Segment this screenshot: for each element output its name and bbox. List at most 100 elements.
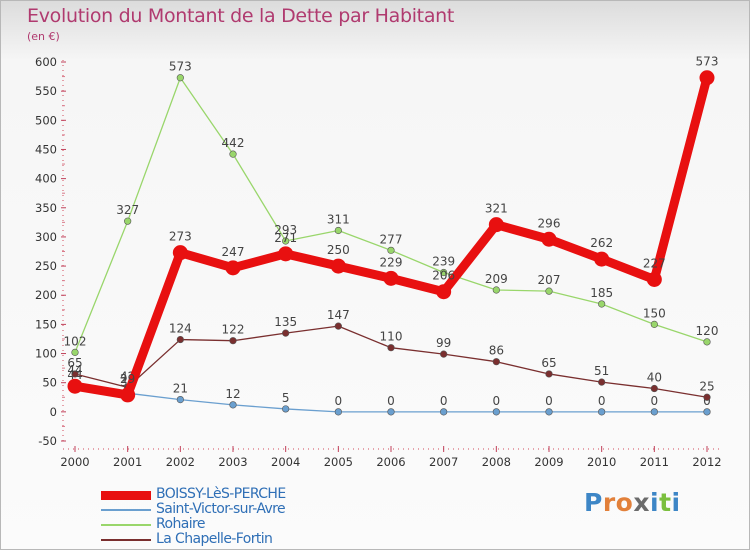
data-point	[440, 408, 448, 416]
data-label: 573	[696, 55, 719, 69]
x-tick-label: 2004	[271, 455, 300, 469]
data-point	[67, 378, 83, 394]
data-point	[71, 370, 79, 378]
x-tick-label: 2009	[534, 455, 563, 469]
data-point	[278, 246, 294, 262]
x-tick-label: 2007	[429, 455, 458, 469]
data-point	[594, 251, 610, 267]
y-tick-label: 550	[35, 84, 57, 98]
y-tick-label: 500	[35, 113, 57, 127]
data-point	[545, 408, 553, 416]
logo-letter: x	[633, 488, 650, 517]
data-label: 293	[274, 223, 297, 237]
logo-letter: o	[615, 488, 634, 517]
data-label: 207	[538, 273, 561, 287]
y-tick-label: 150	[35, 317, 57, 331]
data-label: 65	[541, 356, 556, 370]
legend-swatch	[101, 509, 151, 511]
data-label: 44	[67, 363, 82, 377]
y-tick-label: 200	[35, 288, 57, 302]
y-tick-label: 400	[35, 172, 57, 186]
data-point	[436, 284, 452, 300]
data-label: 262	[590, 236, 613, 250]
data-point	[387, 408, 395, 416]
data-point	[229, 337, 237, 345]
legend-label: La Chapelle-Fortin	[156, 531, 273, 547]
legend-label: Saint-Victor-sur-Avre	[156, 501, 286, 517]
y-tick-label: 600	[35, 55, 57, 69]
data-label: 209	[485, 272, 508, 286]
data-label: 40	[647, 371, 662, 385]
data-label: 122	[222, 323, 245, 337]
data-point	[71, 348, 79, 356]
data-label: 271	[274, 231, 297, 245]
data-point	[440, 268, 448, 277]
data-label: 229	[380, 255, 403, 269]
data-label: 0	[545, 394, 553, 408]
y-tick-label: 350	[35, 201, 57, 215]
data-point	[176, 396, 184, 404]
data-point	[703, 338, 711, 346]
data-point	[176, 335, 184, 344]
logo-letter: i	[671, 488, 681, 517]
data-point	[703, 393, 711, 401]
data-label: 185	[590, 286, 613, 300]
data-label: 86	[489, 344, 504, 358]
legend-swatch	[101, 490, 151, 500]
data-point	[492, 358, 500, 366]
x-tick-label: 2006	[376, 455, 405, 469]
data-point	[387, 246, 395, 254]
y-tick-label: 0	[50, 405, 57, 419]
data-label: 120	[696, 324, 719, 338]
data-label: 135	[274, 315, 297, 329]
data-point	[229, 401, 237, 409]
data-label: 110	[380, 330, 403, 344]
legend-label: BOISSY-LèS-PERCHE	[156, 486, 286, 502]
data-label: 147	[327, 308, 350, 322]
y-tick-label: 50	[42, 376, 57, 390]
data-label: 0	[651, 394, 659, 408]
data-label: 321	[485, 202, 508, 216]
data-label: 442	[222, 136, 245, 150]
data-label: 0	[387, 394, 395, 408]
series-1: 44322112500000000	[67, 368, 711, 416]
data-label: 239	[432, 254, 455, 268]
data-point	[176, 74, 184, 82]
legend-label: Rohaire	[156, 516, 205, 532]
y-tick-label: 250	[35, 259, 57, 273]
data-label: 296	[538, 216, 561, 230]
data-label: 273	[169, 230, 192, 244]
x-tick-label: 2012	[692, 455, 721, 469]
data-point	[334, 408, 342, 416]
data-point	[650, 408, 658, 416]
y-tick-label: 100	[35, 347, 57, 361]
data-point	[492, 286, 500, 294]
data-label: 0	[335, 394, 343, 408]
proxiti-logo: Proxiti	[584, 488, 681, 517]
data-label: 327	[116, 203, 139, 217]
data-label: 124	[169, 322, 192, 336]
data-label: 25	[699, 379, 714, 393]
chart-title: Evolution du Montant de la Dette par Hab…	[27, 5, 455, 27]
data-point	[598, 408, 606, 416]
data-label: 150	[643, 306, 666, 320]
data-label: 12	[225, 387, 240, 401]
data-point	[545, 370, 553, 378]
y-tick-label: -50	[38, 434, 57, 448]
data-point	[330, 258, 346, 274]
logo-letter: r	[602, 488, 616, 517]
series-line	[74, 77, 708, 354]
legend-swatch	[101, 524, 151, 526]
data-point	[282, 405, 290, 413]
data-point	[229, 150, 237, 158]
data-label: 573	[169, 60, 192, 74]
data-point	[383, 270, 399, 286]
data-label: 227	[643, 256, 666, 270]
data-label: 5	[282, 391, 290, 405]
data-label: 277	[380, 232, 403, 246]
data-point	[488, 217, 504, 233]
logo-letter: P	[584, 488, 603, 517]
y-tick-label: 450	[35, 142, 57, 156]
